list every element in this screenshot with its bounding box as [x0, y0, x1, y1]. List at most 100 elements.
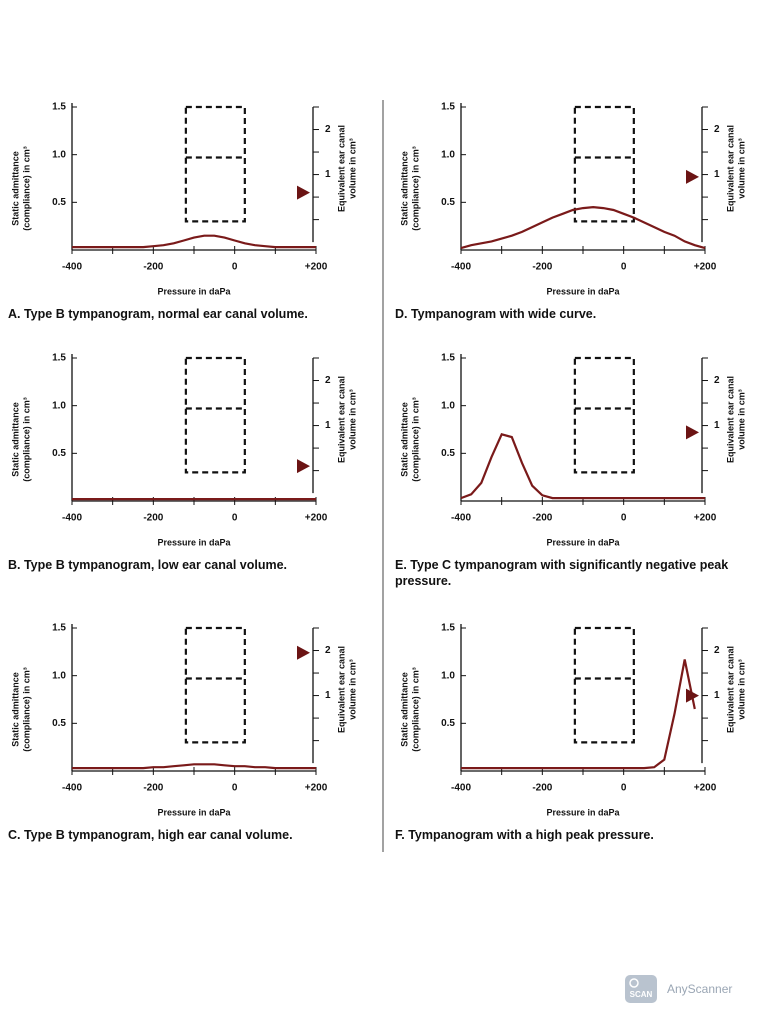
y2-axis-label: volume in cm³: [736, 389, 746, 450]
y-tick-label: 0.5: [52, 718, 66, 729]
y-axis-label: Static admittance: [10, 402, 20, 477]
x-axis-label: Pressure in daPa: [157, 807, 231, 817]
caption: D. Tympanogram with wide curve.: [395, 307, 597, 321]
x-tick-label: -400: [451, 783, 471, 794]
x-tick-label: -200: [143, 262, 163, 273]
y2-tick-label: 2: [325, 124, 331, 135]
x-tick-label: -200: [143, 513, 163, 524]
x-tick-label: 0: [232, 513, 238, 524]
y-axis-label: Static admittance: [399, 151, 409, 226]
y-tick-label: 1.5: [52, 353, 66, 364]
normal-region-box: [573, 105, 635, 223]
x-tick-label: 0: [621, 262, 627, 273]
normal-region-box: [184, 626, 246, 744]
caption: F. Tympanogram with a high peak pressure…: [395, 828, 654, 842]
y2-axis-label: Equivalent ear canal: [336, 125, 346, 212]
x-tick-label: 0: [232, 262, 238, 273]
y2-tick-label: 1: [714, 169, 720, 180]
x-axis-label: Pressure in daPa: [157, 537, 231, 547]
x-axis-label: Pressure in daPa: [546, 537, 620, 547]
y-axis-label: (compliance) in cm³: [21, 397, 31, 482]
x-tick-label: -200: [532, 262, 552, 273]
y-tick-label: 0.5: [441, 718, 455, 729]
x-tick-label: -400: [451, 513, 471, 524]
y2-axis-label: Equivalent ear canal: [336, 646, 346, 733]
y-tick-label: 1.0: [441, 149, 455, 160]
x-tick-label: +200: [694, 783, 717, 794]
y2-axis-label: volume in cm³: [347, 389, 357, 450]
y-tick-label: 1.5: [441, 623, 455, 634]
x-tick-label: +200: [305, 513, 328, 524]
x-tick-label: -400: [62, 262, 82, 273]
normal-region-box: [184, 356, 246, 474]
y-axis-label: (compliance) in cm³: [21, 667, 31, 752]
watermark-icon-lens: [629, 978, 639, 988]
y-tick-label: 1.0: [52, 400, 66, 411]
watermark-icon-text: SCAN: [630, 990, 653, 999]
x-axis-label: Pressure in daPa: [546, 286, 620, 296]
y-axis-label: Static admittance: [399, 402, 409, 477]
watermark-text: AnyScanner: [667, 982, 732, 996]
y2-tick-label: 1: [714, 690, 720, 701]
tympanogram-curve: [460, 432, 705, 500]
y-tick-label: 1.0: [52, 670, 66, 681]
y2-tick-label: 1: [714, 420, 720, 431]
volume-marker: [686, 169, 699, 184]
y-axis-label: Static admittance: [10, 151, 20, 226]
x-tick-label: +200: [694, 262, 717, 273]
caption: E. Type C tympanogram with significantly…: [395, 558, 729, 588]
y-tick-label: 1.0: [52, 149, 66, 160]
y2-tick-label: 2: [325, 375, 331, 386]
y-axis-label: (compliance) in cm³: [410, 397, 420, 482]
y2-tick-label: 2: [714, 124, 720, 135]
x-tick-label: -200: [532, 513, 552, 524]
y2-axis-label: Equivalent ear canal: [725, 376, 735, 463]
y-axis-label: (compliance) in cm³: [410, 667, 420, 752]
caption: B. Type B tympanogram, low ear canal vol…: [8, 558, 288, 572]
tympanogram-curve: [72, 763, 316, 770]
tympanogram-curve: [460, 205, 706, 250]
y-axis-label: (compliance) in cm³: [410, 146, 420, 231]
x-tick-label: -400: [62, 513, 82, 524]
x-tick-label: +200: [305, 783, 328, 794]
y-tick-label: 0.5: [52, 448, 66, 459]
volume-marker: [686, 425, 699, 440]
normal-region-box: [184, 105, 246, 223]
x-tick-label: -400: [62, 783, 82, 794]
y-tick-label: 1.0: [441, 400, 455, 411]
y2-axis-label: Equivalent ear canal: [336, 376, 346, 463]
normal-region-box: [573, 626, 635, 744]
y2-axis-label: Equivalent ear canal: [725, 646, 735, 733]
y2-tick-label: 2: [714, 375, 720, 386]
normal-region-box: [573, 356, 635, 474]
y-tick-label: 1.5: [52, 102, 66, 113]
tympanogram-curve: [72, 234, 316, 249]
y2-tick-label: 1: [325, 169, 331, 180]
x-tick-label: -400: [451, 262, 471, 273]
x-tick-label: 0: [621, 513, 627, 524]
x-axis-label: Pressure in daPa: [546, 807, 620, 817]
x-tick-label: -200: [532, 783, 552, 794]
y-tick-label: 1.5: [441, 102, 455, 113]
volume-marker: [297, 185, 310, 200]
y-tick-label: 1.0: [441, 670, 455, 681]
y2-axis-label: Equivalent ear canal: [725, 125, 735, 212]
x-tick-label: -200: [143, 783, 163, 794]
x-tick-label: 0: [232, 783, 238, 794]
x-tick-label: 0: [621, 783, 627, 794]
x-axis-label: Pressure in daPa: [157, 286, 231, 296]
x-tick-label: +200: [694, 513, 717, 524]
y2-tick-label: 2: [714, 645, 720, 656]
volume-marker: [686, 688, 699, 703]
y2-tick-label: 2: [325, 645, 331, 656]
y2-axis-label: volume in cm³: [736, 138, 746, 199]
y2-axis-label: volume in cm³: [347, 659, 357, 720]
y-tick-label: 1.5: [52, 623, 66, 634]
y2-tick-label: 1: [325, 690, 331, 701]
volume-marker: [297, 645, 310, 660]
caption: A. Type B tympanogram, normal ear canal …: [8, 307, 308, 321]
volume-marker: [297, 459, 310, 474]
y-axis-label: Static admittance: [10, 672, 20, 747]
